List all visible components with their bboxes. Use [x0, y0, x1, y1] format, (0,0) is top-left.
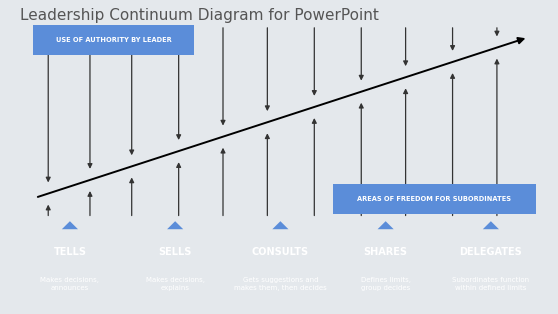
Polygon shape — [272, 221, 288, 229]
Text: Makes decisions,
announces: Makes decisions, announces — [40, 277, 99, 291]
Text: AREAS OF FREEDOM FOR SUBORDINATES: AREAS OF FREEDOM FOR SUBORDINATES — [357, 196, 511, 202]
FancyBboxPatch shape — [32, 25, 194, 55]
Text: DELEGATES: DELEGATES — [459, 246, 522, 257]
Text: TELLS: TELLS — [54, 246, 86, 257]
Text: SHARES: SHARES — [364, 246, 408, 257]
Polygon shape — [62, 221, 78, 229]
Text: Subordinates function
within defined limits: Subordinates function within defined lim… — [453, 277, 530, 291]
Polygon shape — [167, 221, 183, 229]
Text: Gets suggestions and
makes them, then decides: Gets suggestions and makes them, then de… — [234, 277, 327, 291]
Text: Leadership Continuum Diagram for PowerPoint: Leadership Continuum Diagram for PowerPo… — [20, 8, 378, 23]
FancyBboxPatch shape — [333, 184, 536, 214]
Text: Makes decisions,
explains: Makes decisions, explains — [146, 277, 205, 291]
Polygon shape — [483, 221, 499, 229]
Polygon shape — [378, 221, 394, 229]
Text: USE OF AUTHORITY BY LEADER: USE OF AUTHORITY BY LEADER — [56, 37, 171, 43]
Text: CONSULTS: CONSULTS — [252, 246, 309, 257]
Text: Defines limits,
group decides: Defines limits, group decides — [360, 277, 411, 291]
Text: SELLS: SELLS — [158, 246, 192, 257]
